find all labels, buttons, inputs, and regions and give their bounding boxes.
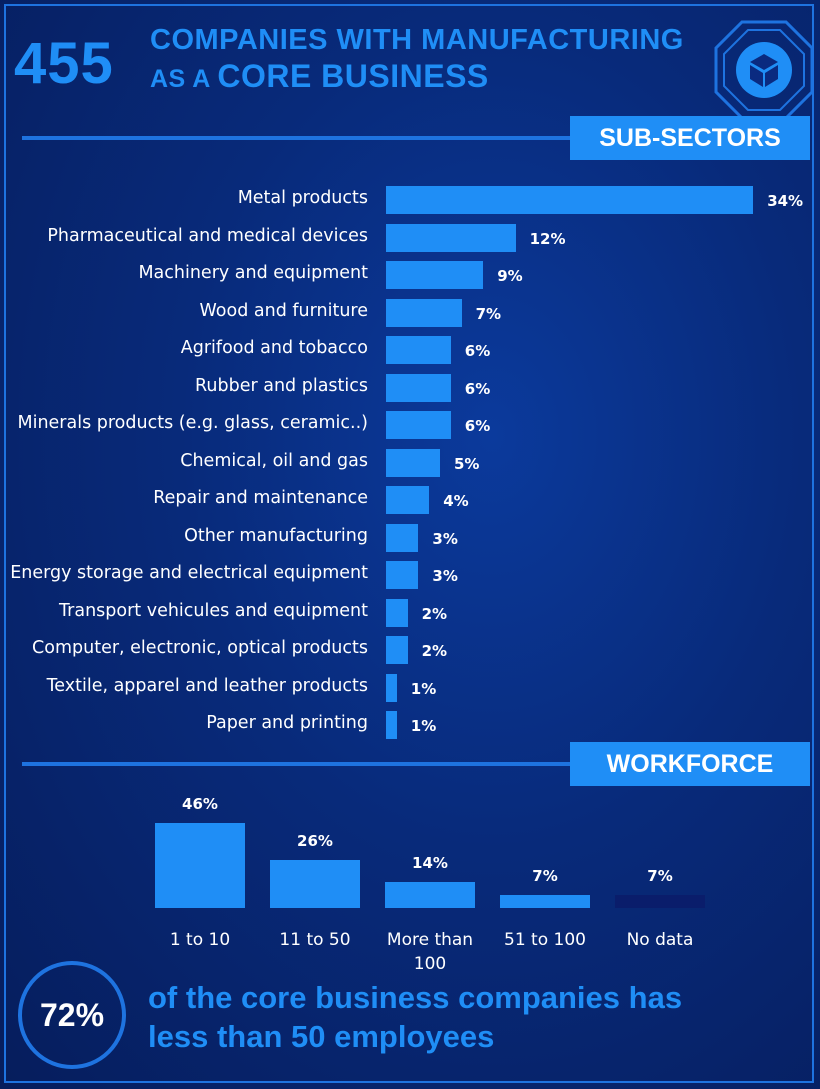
subsector-value: 34%: [767, 192, 804, 210]
summary-text: of the core business companies has less …: [148, 978, 788, 1056]
subsector-value: 6%: [464, 379, 491, 398]
workforce-bar: [615, 895, 705, 908]
headline-title-prefix: AS A: [150, 65, 218, 93]
headline-title-emphasis: CORE BUSINESS: [217, 58, 489, 94]
subsector-value: 7%: [475, 304, 502, 323]
subsector-value: 6%: [464, 342, 491, 360]
subsector-label: Minerals products (e.g. glass, ceramic..…: [17, 413, 368, 433]
workforce-bar: [155, 822, 245, 908]
summary-circle: 72%: [18, 961, 126, 1069]
outer-frame: [4, 4, 814, 1083]
workforce-bar: [270, 859, 360, 908]
subsector-label: Textile, apparel and leather products: [46, 675, 368, 696]
subsector-value: 5%: [454, 454, 480, 473]
subsector-bar: [386, 561, 419, 589]
headline-title-line2: AS A CORE BUSINESS: [150, 58, 489, 95]
subsector-label: Agrifood and tobacco: [180, 338, 368, 358]
workforce-category-line: 51 to 100: [504, 930, 586, 950]
subsector-bar: [386, 336, 451, 364]
summary-line1: of the core business companies has: [148, 980, 683, 1015]
subsector-bar: [386, 486, 430, 514]
subsector-label: Repair and maintenance: [153, 488, 368, 508]
subsector-value: 4%: [443, 492, 469, 510]
subsector-bar: [386, 373, 451, 402]
workforce-category-line: More than: [386, 930, 474, 950]
workforce-bar: [385, 882, 475, 908]
subsector-bar: [386, 636, 408, 664]
subsector-bar: [386, 298, 462, 327]
subsector-bar: [386, 448, 440, 477]
subsector-label: Paper and printing: [206, 713, 368, 733]
workforce-value: 14%: [412, 854, 448, 873]
subsector-bar: [386, 673, 397, 702]
subsector-value: 12%: [529, 229, 566, 248]
subsector-label: Wood and furniture: [199, 300, 368, 321]
subsector-value: 3%: [432, 529, 458, 548]
subsector-label: Metal products: [237, 188, 368, 208]
subsectors-tag: SUB-SECTORS: [570, 116, 810, 160]
headline-title-line1: COMPANIES WITH MANUFACTURING: [150, 24, 684, 56]
workforce-category: 11 to 50: [255, 928, 375, 952]
subsector-value: 9%: [497, 267, 523, 285]
subsectors-rule: [22, 136, 570, 140]
subsector-value: 6%: [464, 417, 491, 435]
workforce-category: 1 to 10: [140, 928, 260, 952]
subsector-label: Chemical, oil and gas: [180, 450, 368, 471]
subsector-label: Pharmaceutical and medical devices: [47, 225, 368, 246]
subsector-value: 3%: [432, 567, 458, 585]
workforce-value: 7%: [532, 867, 558, 886]
workforce-category: 51 to 100: [485, 928, 605, 952]
subsector-label: Machinery and equipment: [138, 263, 368, 283]
workforce-value: 7%: [647, 867, 673, 886]
workforce-category-line: 11 to 50: [279, 930, 351, 950]
subsector-bar: [386, 186, 754, 214]
subsector-label: Energy storage and electrical equipment: [10, 563, 368, 583]
subsector-label: Transport vehicules and equipment: [59, 600, 368, 621]
cube-icon: [714, 20, 814, 120]
summary-line2: less than 50 employees: [148, 1019, 495, 1054]
subsector-bar: [386, 223, 516, 252]
workforce-category: More than 100: [370, 928, 490, 976]
workforce-bar: [500, 895, 590, 908]
workforce-value: 26%: [297, 831, 333, 850]
subsector-bar: [386, 598, 408, 627]
subsector-value: 1%: [410, 717, 437, 735]
subsector-bar: [386, 261, 484, 289]
subsectors-chart: Metal products 34% Pharmaceutical and medi…: [0, 180, 820, 740]
workforce-tag: WORKFORCE: [570, 742, 810, 786]
subsector-value: 2%: [421, 604, 448, 623]
workforce-category: No data: [600, 928, 720, 952]
subsector-label: Rubber and plastics: [195, 375, 368, 396]
subsector-bar: [386, 523, 419, 552]
subsector-label: Computer, electronic, optical products: [32, 638, 368, 658]
subsector-value: 2%: [421, 642, 448, 660]
subsector-bar: [386, 411, 451, 439]
subsector-label: Other manufacturing: [184, 525, 368, 546]
subsector-bar: [386, 711, 397, 739]
workforce-category-line: 100: [413, 954, 447, 974]
subsector-value: 1%: [410, 679, 437, 698]
headline-number: 455: [14, 31, 114, 96]
workforce-rule: [22, 762, 570, 766]
workforce-value: 46%: [182, 794, 218, 813]
workforce-category-line: 1 to 10: [169, 930, 231, 950]
workforce-chart: 46% 1 to 10 26% 11 to 50 14% More than 100 7% 51…: [0, 780, 820, 980]
workforce-category-line: No data: [626, 930, 694, 950]
